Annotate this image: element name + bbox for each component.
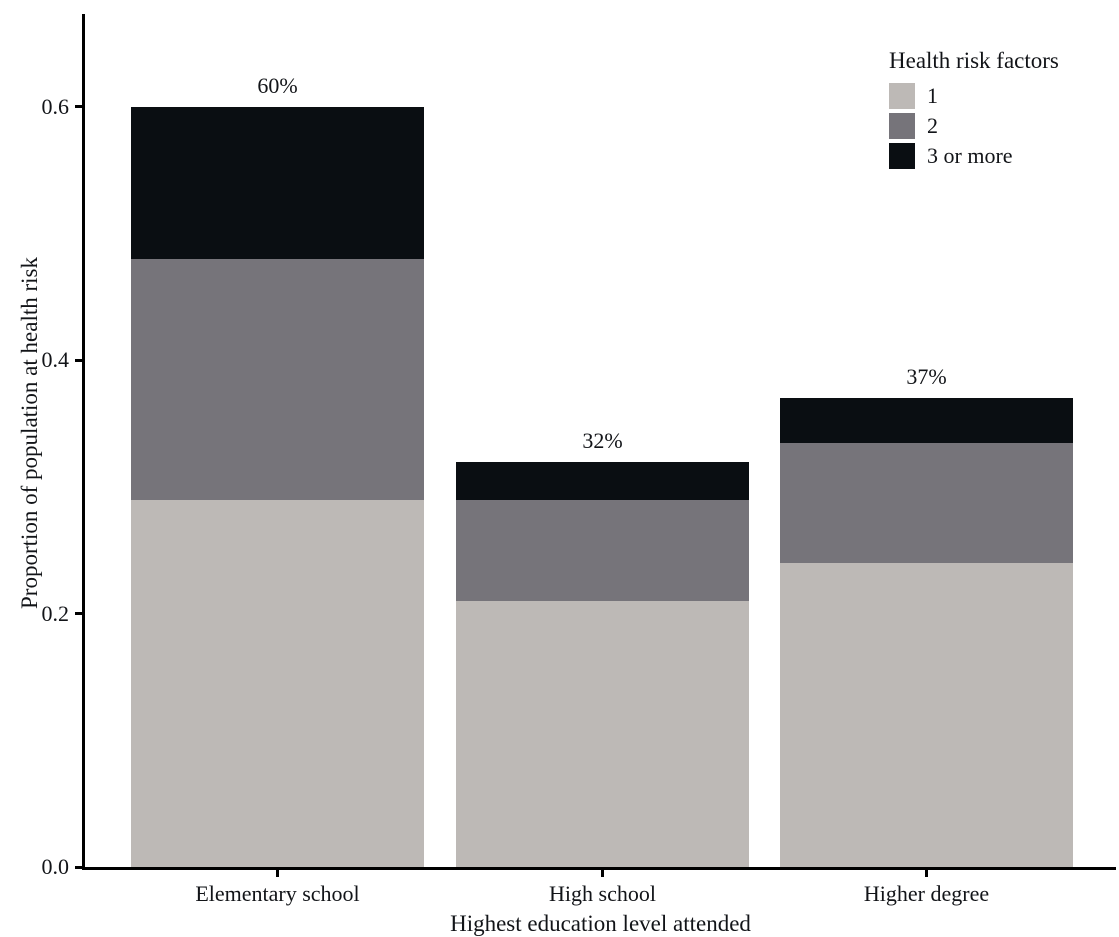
y-axis-title: Proportion of population at health risk — [17, 257, 42, 609]
y-tick-mark — [75, 865, 83, 869]
x-tick-mark — [925, 870, 928, 877]
x-axis-title: Highest education level attended — [450, 911, 751, 936]
x-tick-mark — [601, 870, 604, 877]
bar-segment — [456, 499, 749, 601]
x-tick-mark — [276, 870, 279, 877]
legend-item-label: 3 or more — [927, 143, 1013, 168]
bar-total-label: 32% — [582, 427, 623, 453]
legend-swatch — [889, 113, 915, 139]
y-tick-label: 0.2 — [41, 600, 70, 626]
y-tick-mark — [75, 105, 83, 109]
y-tick-label: 0.4 — [41, 347, 70, 373]
legend-item: 2 — [889, 113, 1059, 139]
bar-segment — [780, 398, 1073, 443]
x-category-label: High school — [549, 881, 656, 906]
legend-items: 1 2 3 or more — [889, 83, 1059, 169]
legend-item: 3 or more — [889, 143, 1059, 169]
legend-title: Health risk factors — [889, 48, 1059, 73]
bar-segment — [780, 442, 1073, 563]
bar-total-label: 37% — [906, 364, 947, 390]
y-tick-mark — [75, 612, 83, 616]
legend-item-label: 2 — [927, 113, 938, 138]
legend-item: 1 — [889, 83, 1059, 109]
plot-area: Highest education level attended 0.0 0.2 0… — [42, 14, 1116, 936]
y-tick-mark — [75, 358, 83, 362]
legend-item-label: 1 — [927, 83, 938, 108]
y-tick-label: 0.0 — [41, 854, 70, 879]
bar-segment — [131, 106, 424, 259]
bar-total-label: 60% — [257, 72, 298, 98]
bar-segment — [780, 563, 1073, 867]
legend-swatch — [889, 143, 915, 169]
legend: Health risk factors 1 2 3 or more — [889, 48, 1059, 173]
bar-segment — [456, 461, 749, 500]
x-category-label: Higher degree — [863, 881, 990, 906]
y-tick-label: 0.6 — [41, 93, 70, 119]
legend-swatch — [889, 83, 915, 109]
bar-segment — [131, 499, 424, 867]
x-category-label: Elementary school — [195, 881, 360, 906]
bar-segment — [131, 259, 424, 500]
bar-segment — [456, 601, 749, 867]
